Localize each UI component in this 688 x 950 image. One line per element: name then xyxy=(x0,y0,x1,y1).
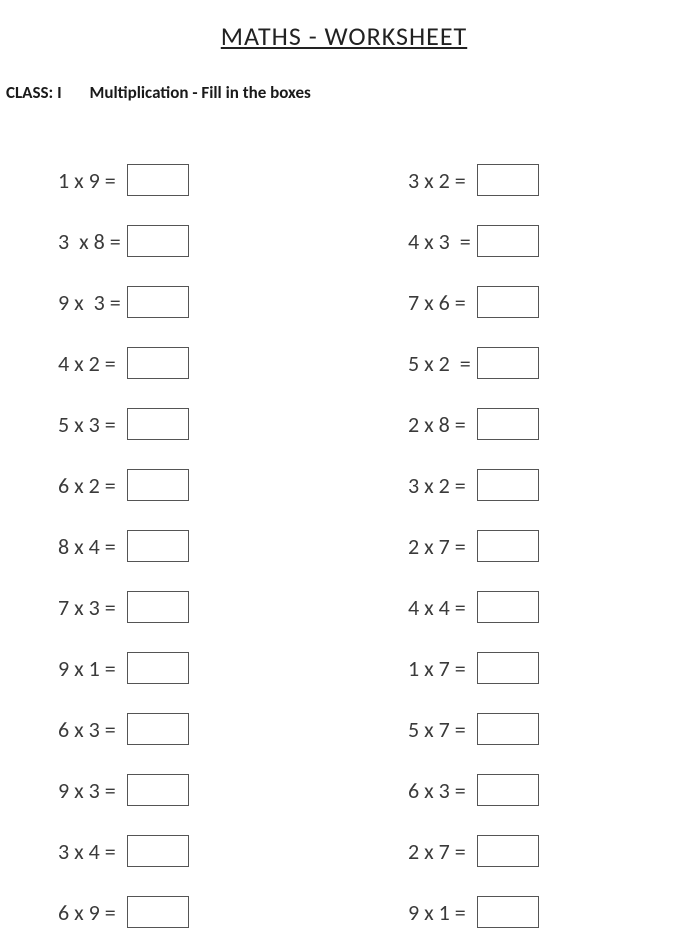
answer-box[interactable] xyxy=(127,164,189,196)
problem-row: 5 x 2 = xyxy=(408,346,688,380)
answer-box[interactable] xyxy=(477,774,539,806)
expression-text: 2 x 7 = xyxy=(408,838,471,865)
problem-row: 4 x 3 = xyxy=(408,224,688,258)
answer-box[interactable] xyxy=(477,469,539,501)
expression-text: 5 x 3 = xyxy=(58,411,121,438)
problem-row: 6 x 3 = xyxy=(58,712,408,746)
problem-row: 3 x 2 = xyxy=(408,468,688,502)
expression-text: 1 x 9 = xyxy=(58,167,121,194)
answer-box[interactable] xyxy=(127,225,189,257)
problem-row: 5 x 3 = xyxy=(58,407,408,441)
worksheet-title: MATHS - WORKSHEET xyxy=(0,20,688,52)
problem-row: 2 x 7 = xyxy=(408,834,688,868)
problem-row: 4 x 2 = xyxy=(58,346,408,380)
expression-text: 3 x 2 = xyxy=(408,472,471,499)
problem-row: 6 x 9 = xyxy=(58,895,408,929)
expression-text: 2 x 7 = xyxy=(408,533,471,560)
class-label: CLASS: I xyxy=(6,82,62,103)
problem-row: 7 x 6 = xyxy=(408,285,688,319)
worksheet-subheader: CLASS: I Multiplication - Fill in the bo… xyxy=(0,82,688,103)
answer-box[interactable] xyxy=(477,713,539,745)
problem-row: 8 x 4 = xyxy=(58,529,408,563)
expression-text: 1 x 7 = xyxy=(408,655,471,682)
problem-row: 9 x 1 = xyxy=(408,895,688,929)
expression-text: 6 x 9 = xyxy=(58,899,121,926)
answer-box[interactable] xyxy=(477,652,539,684)
expression-text: 5 x 7 = xyxy=(408,716,471,743)
problem-row: 9 x 1 = xyxy=(58,651,408,685)
right-column: 3 x 2 = 4 x 3 = 7 x 6 = 5 x 2 = 2 x 8 = 3 … xyxy=(408,163,688,929)
answer-box[interactable] xyxy=(477,835,539,867)
instruction-text: Multiplication - Fill in the boxes xyxy=(89,82,310,103)
expression-text: 4 x 3 = xyxy=(408,228,471,255)
problem-row: 2 x 8 = xyxy=(408,407,688,441)
expression-text: 9 x 1 = xyxy=(58,655,121,682)
expression-text: 4 x 4 = xyxy=(408,594,471,621)
expression-text: 3 x 2 = xyxy=(408,167,471,194)
expression-text: 3 x 4 = xyxy=(58,838,121,865)
problem-row: 1 x 9 = xyxy=(58,163,408,197)
answer-box[interactable] xyxy=(477,225,539,257)
expression-text: 7 x 3 = xyxy=(58,594,121,621)
problem-row: 5 x 7 = xyxy=(408,712,688,746)
problem-row: 4 x 4 = xyxy=(408,590,688,624)
answer-box[interactable] xyxy=(477,896,539,928)
answer-box[interactable] xyxy=(477,286,539,318)
problem-row: 9 x 3 = xyxy=(58,285,408,319)
answer-box[interactable] xyxy=(127,774,189,806)
expression-text: 5 x 2 = xyxy=(408,350,471,377)
expression-text: 4 x 2 = xyxy=(58,350,121,377)
expression-text: 6 x 3 = xyxy=(408,777,471,804)
expression-text: 7 x 6 = xyxy=(408,289,471,316)
problem-row: 7 x 3 = xyxy=(58,590,408,624)
problems-container: 1 x 9 = 3 x 8 = 9 x 3 = 4 x 2 = 5 x 3 = 6 … xyxy=(0,163,688,929)
answer-box[interactable] xyxy=(127,469,189,501)
answer-box[interactable] xyxy=(127,591,189,623)
answer-box[interactable] xyxy=(127,896,189,928)
expression-text: 9 x 1 = xyxy=(408,899,471,926)
expression-text: 9 x 3 = xyxy=(58,777,121,804)
problem-row: 3 x 2 = xyxy=(408,163,688,197)
answer-box[interactable] xyxy=(127,286,189,318)
problem-row: 2 x 7 = xyxy=(408,529,688,563)
expression-text: 8 x 4 = xyxy=(58,533,121,560)
expression-text: 9 x 3 = xyxy=(58,289,121,316)
answer-box[interactable] xyxy=(127,713,189,745)
left-column: 1 x 9 = 3 x 8 = 9 x 3 = 4 x 2 = 5 x 3 = 6 … xyxy=(58,163,408,929)
expression-text: 6 x 3 = xyxy=(58,716,121,743)
answer-box[interactable] xyxy=(477,408,539,440)
answer-box[interactable] xyxy=(127,408,189,440)
answer-box[interactable] xyxy=(127,530,189,562)
problem-row: 3 x 8 = xyxy=(58,224,408,258)
problem-row: 1 x 7 = xyxy=(408,651,688,685)
problem-row: 9 x 3 = xyxy=(58,773,408,807)
answer-box[interactable] xyxy=(477,591,539,623)
problem-row: 6 x 2 = xyxy=(58,468,408,502)
problem-row: 6 x 3 = xyxy=(408,773,688,807)
answer-box[interactable] xyxy=(127,835,189,867)
answer-box[interactable] xyxy=(127,652,189,684)
expression-text: 6 x 2 = xyxy=(58,472,121,499)
answer-box[interactable] xyxy=(477,530,539,562)
answer-box[interactable] xyxy=(477,164,539,196)
problem-row: 3 x 4 = xyxy=(58,834,408,868)
expression-text: 3 x 8 = xyxy=(58,228,121,255)
answer-box[interactable] xyxy=(127,347,189,379)
answer-box[interactable] xyxy=(477,347,539,379)
expression-text: 2 x 8 = xyxy=(408,411,471,438)
